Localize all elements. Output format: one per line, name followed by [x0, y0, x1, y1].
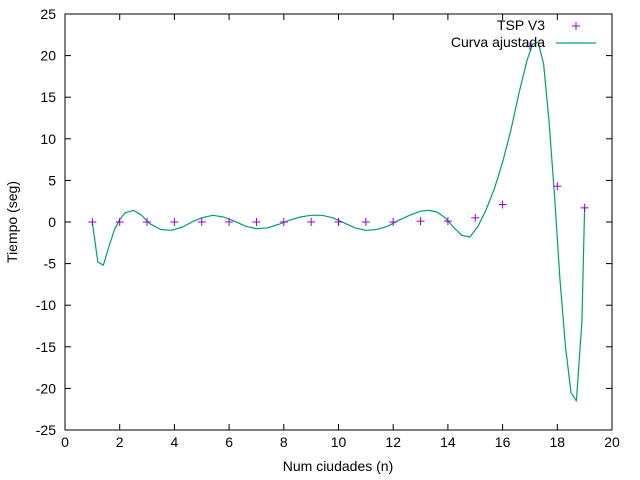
- x-axis-label: Num ciudades (n): [283, 458, 394, 474]
- x-tick-label: 0: [61, 434, 69, 450]
- x-axis: 0 2 4 6 8 10 12 14 16 18 20: [61, 14, 620, 450]
- y-axis-label: Tiempo (seg): [4, 181, 20, 263]
- y-tick-label: -25: [36, 422, 56, 438]
- data-point: [334, 218, 343, 226]
- y-tick-label: 10: [40, 131, 56, 147]
- x-tick-label: 12: [385, 434, 401, 450]
- data-point: [525, 42, 534, 51]
- series-curva-ajustada: [91, 41, 586, 402]
- x-tick-label: 8: [280, 434, 288, 450]
- data-point: [143, 218, 152, 226]
- data-point: [279, 218, 288, 226]
- y-tick-label: 25: [40, 6, 56, 22]
- x-tick-label: 14: [440, 434, 456, 450]
- y-tick-label: -20: [36, 380, 56, 396]
- curve-line: [91, 41, 586, 402]
- y-axis: -25 -20 -15 -10 -5 0 5 10 15 20 25: [36, 6, 612, 438]
- legend: TSP V3 Curva ajustada: [451, 17, 596, 50]
- x-tick-label: 20: [604, 434, 620, 450]
- y-tick-label: -10: [36, 297, 56, 313]
- data-point: [115, 218, 124, 226]
- x-tick-label: 6: [225, 434, 233, 450]
- data-point: [553, 182, 562, 191]
- x-tick-label: 10: [331, 434, 347, 450]
- data-point: [88, 218, 97, 226]
- data-point: [170, 218, 179, 226]
- legend-label-tsp-v3: TSP V3: [497, 17, 545, 33]
- y-tick-label: -15: [36, 339, 56, 355]
- data-point: [197, 218, 206, 226]
- y-tick-label: 5: [48, 172, 56, 188]
- data-point: [471, 213, 480, 222]
- legend-label-curva-ajustada: Curva ajustada: [451, 34, 545, 50]
- data-point: [443, 217, 452, 226]
- series-tsp-v3: [88, 42, 589, 226]
- y-tick-label: -5: [44, 256, 57, 272]
- data-point: [580, 203, 589, 212]
- legend-marker-tsp-v3: [572, 22, 580, 30]
- data-point: [307, 218, 316, 226]
- data-point: [252, 218, 261, 226]
- y-tick-label: 0: [48, 214, 56, 230]
- data-point: [361, 218, 370, 226]
- y-tick-label: 20: [40, 48, 56, 64]
- y-tick-label: 15: [40, 89, 56, 105]
- data-point: [498, 200, 507, 209]
- data-point: [225, 218, 234, 226]
- data-point: [416, 217, 425, 226]
- data-point: [389, 218, 398, 226]
- legend-marker-point: [572, 22, 580, 30]
- x-tick-label: 16: [495, 434, 511, 450]
- x-tick-label: 4: [171, 434, 179, 450]
- x-tick-label: 2: [116, 434, 124, 450]
- x-tick-label: 18: [550, 434, 566, 450]
